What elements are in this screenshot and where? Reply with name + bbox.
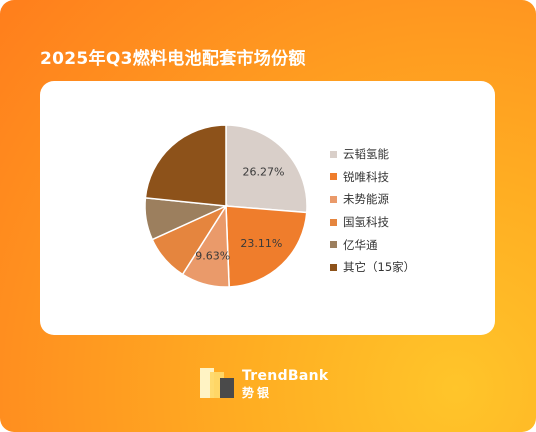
legend-swatch xyxy=(330,150,337,158)
legend-label: 云韬氢能 xyxy=(343,147,389,162)
legend-item-1: 云韬氢能 xyxy=(330,143,415,166)
legend-swatch xyxy=(330,241,337,249)
pie-slice-6 xyxy=(144,124,227,207)
legend-item-5: 亿华通 xyxy=(330,233,415,256)
brand-name: TrendBank xyxy=(242,368,329,384)
legend-swatch xyxy=(330,173,337,181)
pie-slice-label-3: 9.63% xyxy=(195,249,230,262)
legend-item-6: 其它（15家） xyxy=(330,256,415,279)
pie-chart: 26.27% 23.11% 9.63% xyxy=(144,124,308,288)
chart-panel: 26.27% 23.11% 9.63% 云韬氢能锐唯科技未势能源国氢科技亿华通其它（… xyxy=(40,81,495,335)
legend-item-2: 锐唯科技 xyxy=(330,166,415,189)
brand-logo: TrendBank 势银 xyxy=(198,366,348,400)
legend-label: 其它（15家） xyxy=(343,260,416,275)
legend-swatch xyxy=(330,195,337,203)
brand-name-cn: 势银 xyxy=(242,386,273,400)
legend-swatch xyxy=(330,218,337,226)
legend-label: 亿华通 xyxy=(343,237,378,252)
pie-slice-label-2: 23.11% xyxy=(240,237,282,250)
legend-swatch xyxy=(330,263,337,271)
legend-item-4: 国氢科技 xyxy=(330,211,415,234)
legend: 云韬氢能锐唯科技未势能源国氢科技亿华通其它（15家） xyxy=(330,143,415,279)
legend-label: 锐唯科技 xyxy=(343,169,389,184)
pie-slice-2 xyxy=(225,205,308,288)
legend-label: 国氢科技 xyxy=(343,215,389,230)
chart-title: 2025年Q3燃料电池配套市场份额 xyxy=(40,49,306,69)
legend-label: 未势能源 xyxy=(343,192,389,207)
legend-item-3: 未势能源 xyxy=(330,188,415,211)
trendbank-logo-icon xyxy=(200,368,234,398)
pie-slice-label-1: 26.27% xyxy=(243,165,285,178)
pie-slice-1 xyxy=(225,124,308,214)
